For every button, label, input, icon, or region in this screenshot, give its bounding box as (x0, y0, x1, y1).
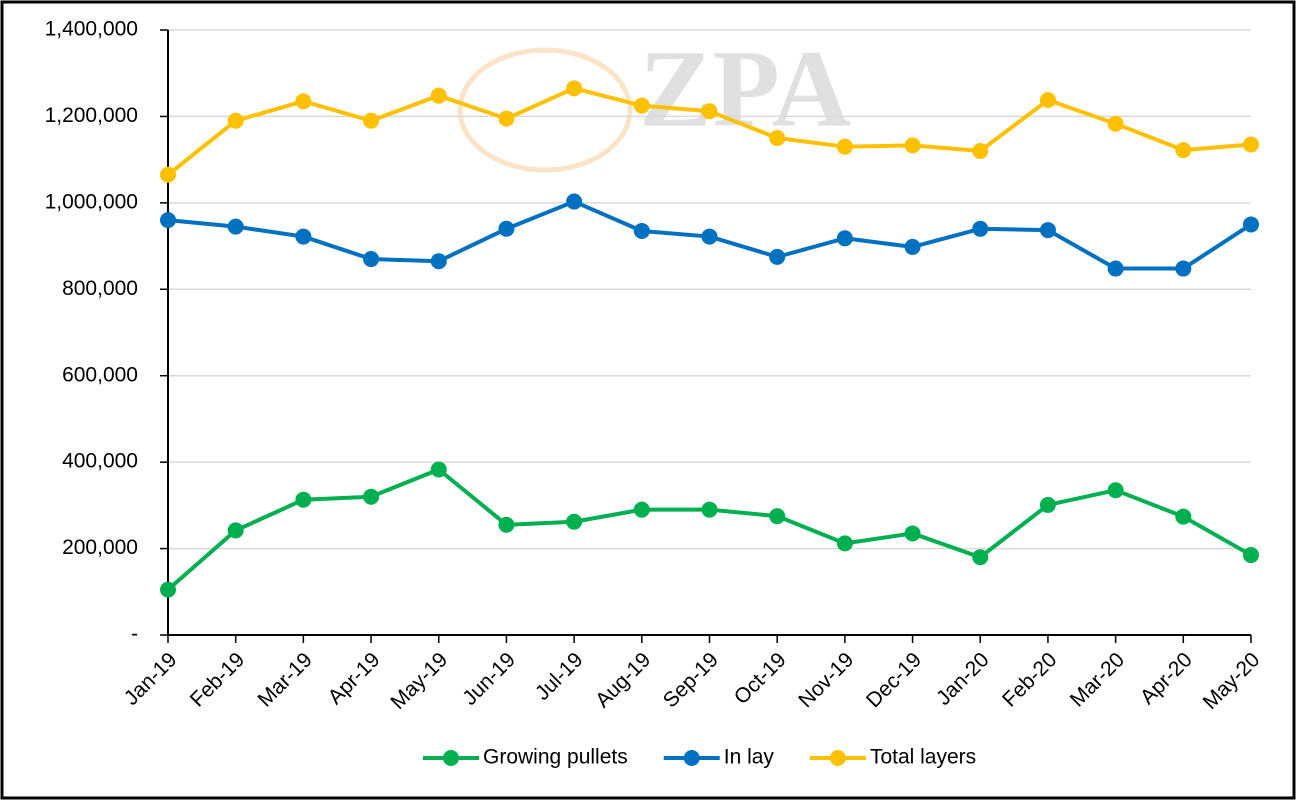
legend-marker (683, 750, 700, 766)
series-marker (769, 248, 786, 265)
legend-label: Growing pullets (483, 746, 628, 769)
series-marker (904, 137, 921, 154)
series-marker (836, 230, 853, 247)
series-marker (1107, 260, 1124, 277)
series-marker (1039, 222, 1056, 239)
series-marker (972, 220, 989, 237)
series-marker (430, 461, 447, 478)
series-marker (769, 508, 786, 525)
y-tick-label: 600,000 (62, 363, 138, 386)
legend-marker (443, 750, 459, 766)
legend-label: Total layers (870, 746, 976, 769)
series-marker (295, 491, 312, 508)
series-marker (1243, 547, 1259, 564)
y-tick-label: 200,000 (62, 536, 138, 559)
series-marker (1175, 260, 1192, 277)
legend-marker (829, 750, 846, 766)
series-marker (904, 525, 921, 542)
series-marker (1175, 142, 1192, 159)
series-marker (566, 80, 583, 97)
series-marker (498, 516, 515, 533)
series-marker (295, 228, 312, 245)
series-marker (430, 87, 447, 104)
series-marker (1243, 216, 1259, 233)
series-marker (160, 212, 176, 229)
series-marker (566, 193, 583, 210)
series-marker (701, 501, 718, 518)
series-marker (363, 488, 380, 505)
series-marker (633, 501, 650, 518)
series-marker (363, 112, 380, 129)
watermark-logo (457, 47, 633, 173)
watermark: ZPA (639, 27, 851, 149)
series-marker (227, 218, 244, 235)
series-marker (836, 535, 853, 552)
y-tick-label: 1,200,000 (45, 104, 138, 127)
series-marker (1039, 496, 1056, 513)
series-marker (566, 513, 583, 530)
series-marker (227, 112, 244, 129)
series-marker (1039, 92, 1056, 109)
series-marker (295, 93, 312, 110)
series-marker (227, 522, 244, 539)
series-marker (633, 222, 650, 239)
y-tick-label: - (131, 623, 138, 646)
series-marker (701, 228, 718, 245)
series-marker (701, 103, 718, 120)
series-marker (498, 220, 515, 237)
y-tick-label: 1,400,000 (45, 18, 138, 41)
series-marker (972, 549, 989, 566)
series-marker (363, 251, 380, 268)
series-marker (904, 238, 921, 255)
series-marker (633, 97, 650, 114)
series-marker (498, 110, 515, 127)
y-tick-label: 800,000 (62, 277, 138, 300)
series-marker (1175, 508, 1192, 525)
series-marker (430, 253, 447, 270)
series-marker (1107, 482, 1124, 499)
series-marker (160, 166, 176, 183)
series-marker (160, 581, 176, 598)
series-marker (769, 130, 786, 147)
y-tick-label: 400,000 (62, 450, 138, 473)
series-marker (1107, 115, 1124, 132)
y-tick-label: 1,000,000 (45, 190, 138, 213)
series-marker (836, 138, 853, 155)
legend-label: In lay (724, 746, 775, 769)
series-marker (1243, 136, 1259, 153)
series-marker (972, 143, 989, 159)
